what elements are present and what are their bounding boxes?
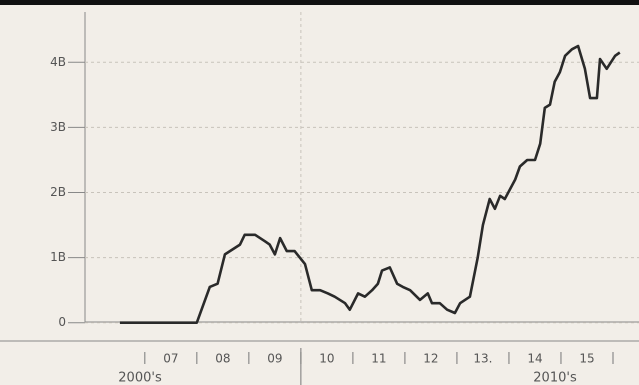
top-band (0, 0, 639, 5)
x-tick-label: 08 (215, 352, 230, 366)
x-tick-label: 07 (163, 352, 178, 366)
y-tick-label: 3B (50, 120, 66, 134)
decade-label: 2000's (118, 371, 162, 385)
x-tick-label: 13. (473, 352, 492, 366)
x-tick-label: 11 (371, 352, 386, 366)
y-tick-label: 0 (58, 315, 66, 329)
x-tick-label: 10 (319, 352, 334, 366)
x-tick-label: 15 (579, 352, 594, 366)
x-tick-label: 14 (527, 352, 542, 366)
y-tick-label: 1B (50, 250, 66, 264)
decade-label: 2010's (533, 371, 577, 385)
line (119, 44, 621, 324)
y-tick-label: 4B (50, 55, 66, 69)
x-tick-label: 09 (267, 352, 282, 366)
y-tick-label: 2B (50, 185, 66, 199)
x-tick-label: 12 (423, 352, 438, 366)
